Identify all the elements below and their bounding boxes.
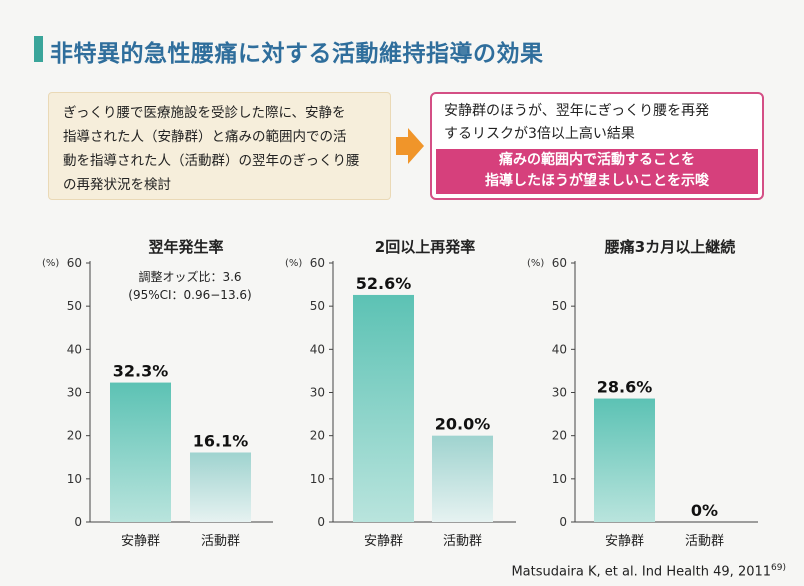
y-tick-label: 0 (559, 515, 567, 529)
y-tick-label: 50 (552, 299, 567, 313)
result-line: するリスクが3倍以上高い結果 (444, 126, 635, 142)
y-tick-label: 0 (74, 515, 82, 529)
conclusion-highlight: 痛みの範囲内で活動することを 指導したほうが望ましいことを示唆 (436, 149, 758, 194)
citation-ref: 69) (771, 563, 786, 573)
y-tick-label: 20 (310, 429, 325, 443)
y-axis-unit-label: (%) (527, 258, 544, 269)
chart-title: 翌年発生率 (148, 238, 223, 256)
result-text: 安静群のほうが、翌年にぎっくり腰を再発 するリスクが3倍以上高い結果 (432, 94, 762, 148)
y-tick-label: 30 (552, 386, 567, 400)
y-tick-label: 30 (310, 386, 325, 400)
category-label: 活動群 (443, 534, 482, 549)
category-label: 活動群 (685, 534, 724, 549)
y-tick-label: 60 (67, 256, 82, 270)
data-label: 16.1% (193, 432, 249, 451)
result-line: 安静群のほうが、翌年にぎっくり腰を再発 (444, 103, 710, 119)
data-label: 32.3% (113, 362, 169, 381)
result-box: 安静群のほうが、翌年にぎっくり腰を再発 するリスクが3倍以上高い結果 痛みの範囲… (430, 92, 764, 200)
y-axis-unit-label: (%) (285, 258, 302, 269)
y-tick-label: 60 (310, 256, 325, 270)
conclusion-line: 指導したほうが望ましいことを示唆 (485, 173, 709, 189)
y-tick-label: 10 (67, 472, 82, 486)
y-tick-label: 60 (552, 256, 567, 270)
title-accent-bar (34, 36, 43, 62)
y-tick-label: 0 (317, 515, 325, 529)
category-label: 安静群 (121, 534, 160, 549)
page-title: 非特異的急性腰痛に対する活動維持指導の効果 (50, 41, 544, 67)
category-label: 安静群 (364, 534, 403, 549)
bar (594, 398, 655, 522)
y-tick-label: 40 (310, 342, 325, 356)
data-label: 0% (691, 501, 718, 520)
chart-title: 2回以上再発率 (375, 238, 475, 256)
y-tick-label: 10 (552, 472, 567, 486)
bar (190, 452, 251, 522)
arrow-right-icon (396, 128, 424, 164)
category-label: 活動群 (201, 534, 240, 549)
category-label: 安静群 (605, 534, 644, 549)
odds-ratio-annotation: (95%CI：0.96−13.6) (128, 288, 251, 302)
data-label: 20.0% (435, 415, 491, 434)
data-label: 28.6% (597, 378, 653, 397)
bar (110, 382, 171, 522)
study-line: 動を指導された人（活動群）の翌年のぎっくり腰 (63, 153, 360, 169)
bar (353, 294, 414, 522)
study-description-box: ぎっくり腰で医療施設を受診した際に、安静を 指導された人（安静群）と痛みの範囲内… (48, 92, 391, 200)
odds-ratio-annotation: 調整オッズ比：3.6 (138, 269, 241, 284)
y-tick-label: 40 (67, 342, 82, 356)
y-tick-label: 20 (552, 429, 567, 443)
y-tick-label: 50 (310, 299, 325, 313)
study-line: 指導された人（安静群）と痛みの範囲内での活 (63, 129, 347, 145)
bar (432, 435, 493, 522)
citation-text: Matsudaira K, et al. Ind Health 49, 2011 (511, 564, 772, 580)
y-tick-label: 20 (67, 429, 82, 443)
y-tick-label: 10 (310, 472, 325, 486)
data-label: 52.6% (356, 274, 412, 293)
y-axis-unit-label: (%) (42, 258, 59, 269)
y-tick-label: 30 (67, 386, 82, 400)
y-tick-label: 50 (67, 299, 82, 313)
chart-title: 腰痛3カ月以上継続 (604, 238, 735, 256)
citation: Matsudaira K, et al. Ind Health 49, 2011… (511, 563, 786, 579)
study-line: の再発状況を検討 (63, 177, 171, 193)
conclusion-line: 痛みの範囲内で活動することを (499, 152, 695, 168)
y-tick-label: 40 (552, 342, 567, 356)
study-line: ぎっくり腰で医療施設を受診した際に、安静を (63, 105, 346, 121)
